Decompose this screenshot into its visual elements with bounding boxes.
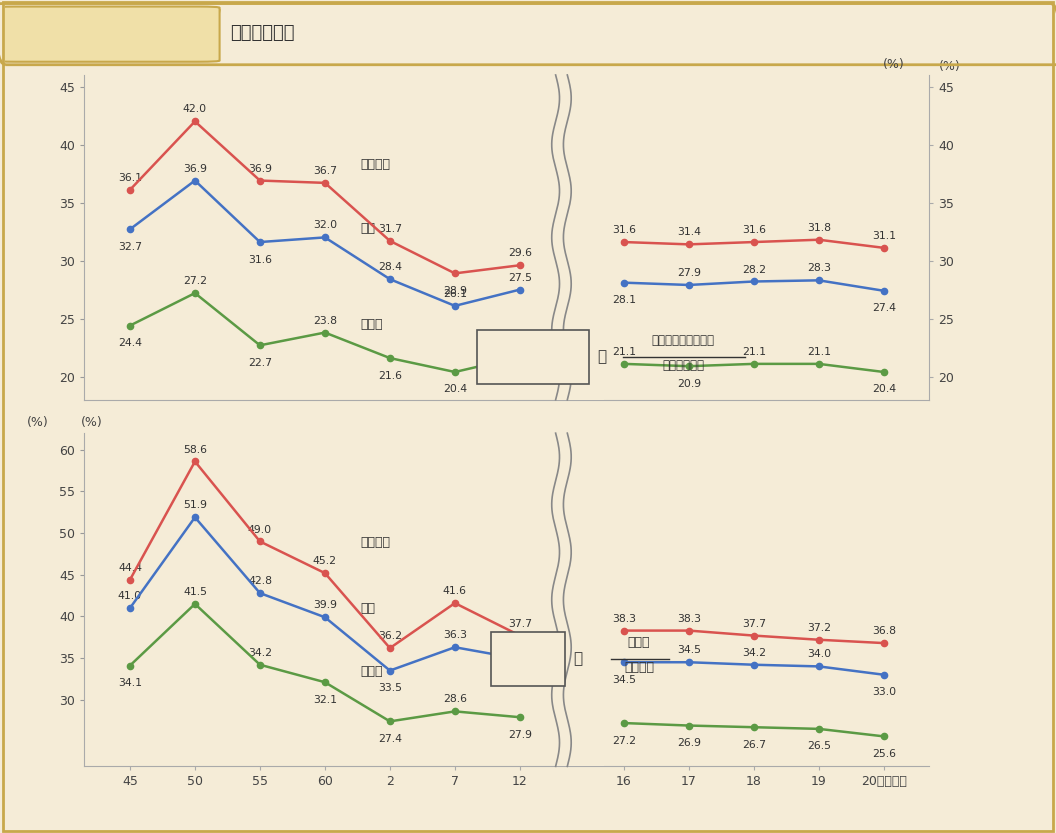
- Text: 36.9: 36.9: [183, 163, 207, 173]
- Text: 36.3: 36.3: [442, 631, 467, 641]
- Text: 38.3: 38.3: [611, 614, 636, 624]
- Text: 純計: 純計: [361, 222, 376, 235]
- Text: 29.6: 29.6: [508, 248, 532, 258]
- Text: 一般財源充当額: 一般財源充当額: [509, 346, 558, 358]
- Text: 28.2: 28.2: [741, 265, 766, 275]
- Text: 34.2: 34.2: [248, 648, 272, 658]
- Text: 34.9: 34.9: [508, 671, 532, 681]
- Text: 44.4: 44.4: [118, 563, 142, 573]
- Text: 32.0: 32.0: [313, 221, 337, 231]
- Text: 32.7: 32.7: [118, 242, 142, 252]
- Text: (%): (%): [81, 416, 103, 429]
- Text: 31.7: 31.7: [378, 224, 402, 234]
- Text: 26.5: 26.5: [807, 741, 831, 751]
- Text: 41.0: 41.0: [118, 591, 142, 601]
- Text: 26.1: 26.1: [442, 289, 467, 299]
- Text: 21.7: 21.7: [508, 340, 532, 350]
- Text: 37.2: 37.2: [807, 623, 831, 633]
- Text: 20.4: 20.4: [442, 385, 467, 395]
- Text: 34.2: 34.2: [741, 648, 766, 658]
- Text: 28.6: 28.6: [442, 695, 467, 705]
- Text: 第５２図: 第５２図: [90, 24, 130, 42]
- Text: 26.7: 26.7: [741, 740, 766, 750]
- Text: 27.9: 27.9: [677, 268, 701, 278]
- Text: 31.4: 31.4: [677, 227, 701, 237]
- Text: 36.8: 36.8: [872, 626, 895, 636]
- Text: 49.0: 49.0: [248, 525, 272, 535]
- Text: (%): (%): [26, 416, 49, 429]
- Text: 構成比: 構成比: [516, 649, 540, 661]
- Text: 32.1: 32.1: [313, 695, 337, 705]
- Text: 都道府県: 都道府県: [361, 536, 391, 549]
- Text: 37.7: 37.7: [508, 619, 532, 629]
- Text: 31.1: 31.1: [872, 231, 895, 241]
- Text: (%): (%): [939, 60, 961, 72]
- Text: %: %: [518, 662, 538, 676]
- Text: 人件費充当一般財源: 人件費充当一般財源: [652, 334, 715, 347]
- Text: 34.5: 34.5: [677, 646, 701, 656]
- Text: 21.6: 21.6: [378, 371, 402, 381]
- Text: 28.9: 28.9: [442, 286, 467, 296]
- Text: 24.4: 24.4: [118, 338, 142, 348]
- Text: 人件費の推移: 人件費の推移: [230, 24, 295, 42]
- Text: 37.7: 37.7: [741, 619, 766, 629]
- Text: 58.6: 58.6: [183, 445, 207, 455]
- Text: 28.3: 28.3: [807, 263, 831, 273]
- Text: 51.9: 51.9: [183, 501, 207, 511]
- FancyBboxPatch shape: [491, 632, 565, 686]
- Text: 27.4: 27.4: [378, 734, 402, 744]
- Text: 34.5: 34.5: [611, 675, 636, 685]
- Text: 45.2: 45.2: [313, 556, 337, 566]
- Text: 38.3: 38.3: [677, 614, 701, 624]
- Text: 31.6: 31.6: [741, 225, 766, 235]
- Text: 33.0: 33.0: [872, 687, 895, 697]
- Text: 都道府県: 都道府県: [361, 157, 391, 171]
- Text: 市町村: 市町村: [361, 318, 383, 331]
- Text: 市町村: 市町村: [361, 665, 383, 678]
- Text: 27.9: 27.9: [508, 730, 532, 740]
- Text: 34.0: 34.0: [807, 650, 831, 660]
- Text: 34.1: 34.1: [118, 678, 142, 688]
- Text: 22.7: 22.7: [248, 358, 272, 368]
- Text: 20.4: 20.4: [872, 385, 895, 395]
- Text: 27.2: 27.2: [183, 277, 207, 287]
- Text: 20.9: 20.9: [677, 379, 701, 389]
- Text: 25.6: 25.6: [872, 749, 895, 759]
- Text: 41.6: 41.6: [442, 586, 467, 596]
- Text: 一般財源総額: 一般財源総額: [662, 359, 704, 372]
- Text: 歳出総額: 歳出総額: [624, 661, 654, 674]
- Text: (%): (%): [883, 57, 905, 71]
- Bar: [555, 52, 604, 423]
- Text: 21.1: 21.1: [741, 347, 766, 357]
- Text: 21.1: 21.1: [611, 347, 636, 357]
- Text: 42.0: 42.0: [183, 104, 207, 114]
- Text: ＝: ＝: [573, 651, 583, 666]
- Text: 構成比%: 構成比%: [513, 360, 552, 372]
- Text: 36.9: 36.9: [248, 163, 272, 173]
- Text: 26.9: 26.9: [677, 738, 701, 748]
- Text: 33.5: 33.5: [378, 683, 402, 693]
- Text: 36.7: 36.7: [313, 166, 337, 176]
- Text: 28.1: 28.1: [611, 295, 636, 305]
- Text: 36.1: 36.1: [118, 173, 142, 183]
- Text: 21.1: 21.1: [807, 347, 831, 357]
- FancyBboxPatch shape: [0, 7, 220, 62]
- Text: 41.5: 41.5: [183, 587, 207, 597]
- Text: 27.5: 27.5: [508, 272, 532, 282]
- Text: 36.2: 36.2: [378, 631, 402, 641]
- Text: 27.2: 27.2: [611, 736, 636, 746]
- Text: 31.8: 31.8: [807, 222, 831, 232]
- Text: ＝: ＝: [598, 350, 606, 365]
- Text: 31.6: 31.6: [248, 255, 272, 265]
- Text: 39.9: 39.9: [313, 601, 337, 611]
- Text: 人件費: 人件費: [627, 636, 650, 649]
- Text: 27.4: 27.4: [872, 303, 895, 313]
- Text: 純計: 純計: [361, 602, 376, 616]
- Text: 42.8: 42.8: [248, 576, 272, 586]
- Text: 23.8: 23.8: [313, 316, 337, 326]
- Text: 31.6: 31.6: [611, 225, 636, 235]
- Text: 28.4: 28.4: [378, 262, 402, 272]
- Bar: [555, 416, 604, 783]
- FancyBboxPatch shape: [477, 330, 589, 384]
